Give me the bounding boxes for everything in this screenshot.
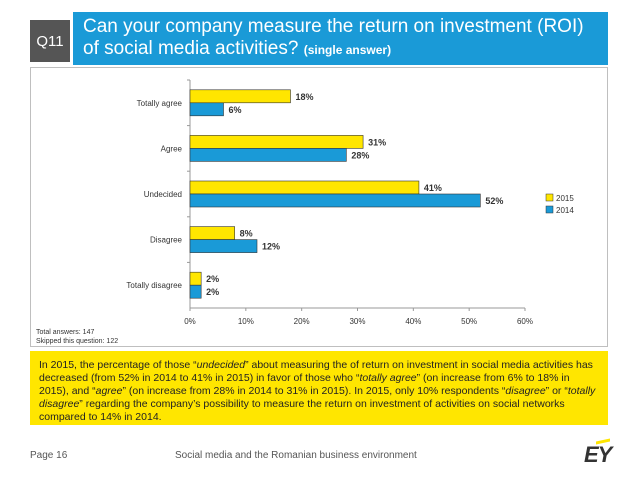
summary-box: In 2015, the percentage of those “undeci…: [30, 351, 608, 425]
title-line-2-text: of social media activities?: [83, 38, 299, 59]
legend-swatch: [545, 193, 554, 202]
chart-frame: 0% 10% 20% 30% 40% 50% 60% Totally agree 18% 6% Ag…: [30, 67, 608, 347]
title-note: (single answer): [303, 43, 392, 57]
bar-2015: [189, 89, 291, 104]
data-label-2015: 8%: [240, 229, 253, 239]
summary-text: ” about measuring the of return on inves…: [39, 359, 593, 384]
x-tick-label: 10%: [238, 317, 254, 326]
data-label-2015: 18%: [296, 92, 314, 102]
bar-2014: [189, 148, 347, 162]
category-label: Totally disagree: [126, 281, 182, 290]
summary-emphasis: disagree: [505, 385, 546, 397]
category-label: Agree: [161, 144, 183, 153]
summary-emphasis: totally agree: [359, 372, 417, 384]
data-label-2015: 2%: [206, 274, 219, 284]
footer-title: Social media and the Romanian business e…: [175, 450, 417, 461]
x-tick-label: 60%: [517, 317, 533, 326]
x-tick-label: 40%: [405, 317, 421, 326]
page-number: Page 16: [30, 450, 68, 461]
bar-2015: [189, 271, 202, 286]
title-line-1: Can your company measure the return on i…: [83, 16, 584, 37]
x-tick-label: 50%: [461, 317, 477, 326]
question-id: Q11: [36, 32, 64, 50]
summary-emphasis: undecided: [196, 359, 246, 371]
data-label-2014: 12%: [262, 242, 280, 252]
data-label-2015: 41%: [424, 183, 442, 193]
category-label: Totally agree: [137, 99, 183, 108]
legend-label: 2015: [556, 194, 574, 203]
data-label-2014: 2%: [206, 287, 219, 297]
category-label: Disagree: [150, 236, 183, 245]
bar-chart: 0% 10% 20% 30% 40% 50% 60% Totally agree 18% 6% Ag…: [126, 79, 574, 326]
title-bar: Can your company measure the return on i…: [73, 12, 608, 65]
legend-swatch: [545, 205, 554, 214]
summary-text: ” regarding the company’s possibility to…: [39, 398, 565, 423]
summary-text: In 2015, the percentage of those “: [39, 359, 197, 371]
data-label-2014: 52%: [485, 196, 503, 206]
bar-2014: [189, 284, 202, 299]
bar-2014: [189, 102, 224, 117]
total-answers: Total answers: 147: [36, 329, 95, 336]
summary-text: ” (on increase from 6% to 18% in 2015), …: [39, 372, 570, 397]
bar-2015: [189, 226, 235, 240]
summary-emphasis: agree: [95, 385, 123, 397]
bar-2015: [189, 180, 420, 195]
x-tick-label: 20%: [294, 317, 310, 326]
data-label-2014: 6%: [229, 105, 242, 115]
summary-text: ” or “: [545, 385, 568, 397]
bar-2014: [189, 239, 258, 253]
category-label: Undecided: [144, 190, 182, 199]
answer-notes: Total answers: 147 Skipped this question…: [36, 328, 118, 346]
summary-emphasis: totally disagree: [39, 385, 596, 410]
skipped-count: Skipped this question: 122: [36, 338, 119, 345]
data-label-2015: 31%: [368, 137, 386, 147]
ey-logo: EY: [584, 442, 612, 467]
bar-2015: [189, 135, 364, 149]
legend-label: 2014: [556, 206, 574, 215]
summary-text: ” (on increase from 28% in 2014 to 31% i…: [122, 385, 506, 397]
question-badge: Q11: [30, 20, 70, 62]
x-tick-label: 30%: [349, 317, 365, 326]
title-line-2: of social media activities? (single answ…: [83, 38, 608, 61]
data-label-2014: 28%: [351, 150, 369, 160]
x-tick-label: 0%: [184, 317, 196, 326]
bar-2014: [189, 193, 481, 208]
